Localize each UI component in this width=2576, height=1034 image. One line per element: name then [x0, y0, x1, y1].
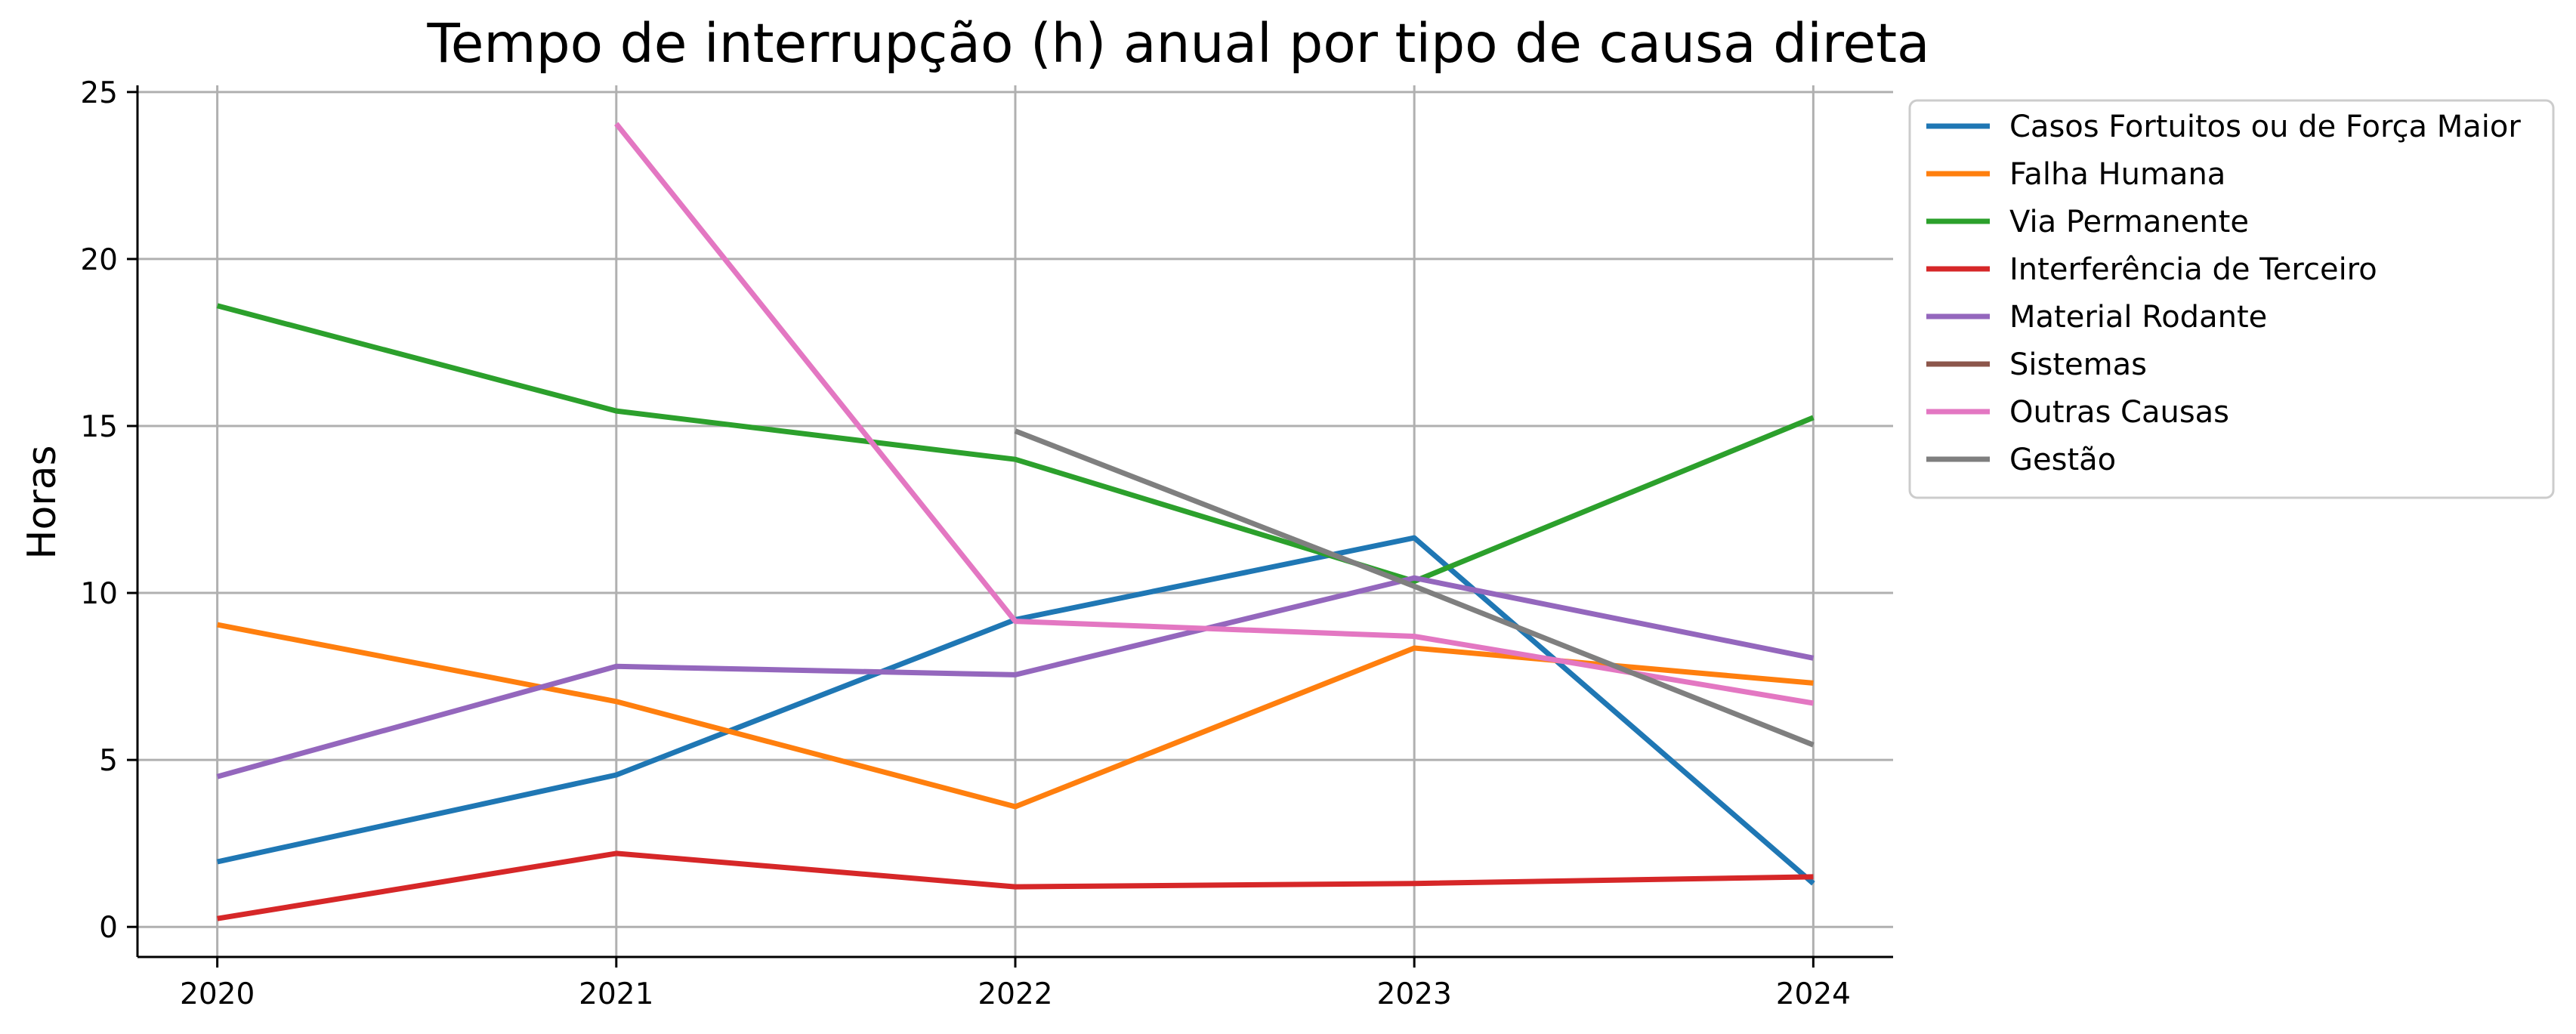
x-tick-label: 2023	[1377, 977, 1452, 1011]
x-tick-label: 2024	[1776, 977, 1851, 1011]
x-tick-label: 2020	[180, 977, 255, 1011]
y-tick-label: 20	[80, 243, 118, 277]
y-tick-label: 15	[80, 410, 118, 444]
y-tick-label: 5	[99, 744, 118, 778]
chart-title: Tempo de interrupção (h) anual por tipo …	[426, 12, 1929, 75]
y-tick-label: 10	[80, 577, 118, 611]
y-tick-label: 0	[99, 911, 118, 945]
series-line	[216, 575, 1815, 779]
legend-label: Outras Causas	[2009, 395, 2229, 430]
legend-label: Casos Fortuitos ou de Força Maior	[2009, 110, 2521, 144]
legend-label: Via Permanente	[2009, 205, 2249, 239]
legend: Casos Fortuitos ou de Força Maior Falha H…	[1908, 99, 2555, 499]
x-tick-label: 2021	[579, 977, 653, 1011]
axes	[127, 85, 1893, 968]
legend-box	[1908, 99, 2555, 499]
series-lines	[216, 122, 1815, 921]
series-line	[216, 303, 1815, 585]
y-tick-label: 25	[80, 76, 118, 110]
legend-label: Sistemas	[2009, 347, 2147, 382]
legend-label: Gestão	[2009, 443, 2116, 477]
y-axis-label: Horas	[20, 445, 65, 559]
tick-labels: 2020 2021 2022 2023 2024 0 5 10 15 20 25	[80, 76, 1851, 1011]
legend-label: Material Rodante	[2009, 300, 2267, 335]
legend-label: Falha Humana	[2009, 157, 2225, 192]
x-tick-label: 2022	[978, 977, 1052, 1011]
series-line	[217, 850, 1814, 921]
grid-lines	[137, 85, 1893, 957]
series-line	[1014, 428, 1815, 748]
series-line	[614, 122, 1814, 706]
legend-label: Interferência de Terceiro	[2009, 252, 2377, 287]
